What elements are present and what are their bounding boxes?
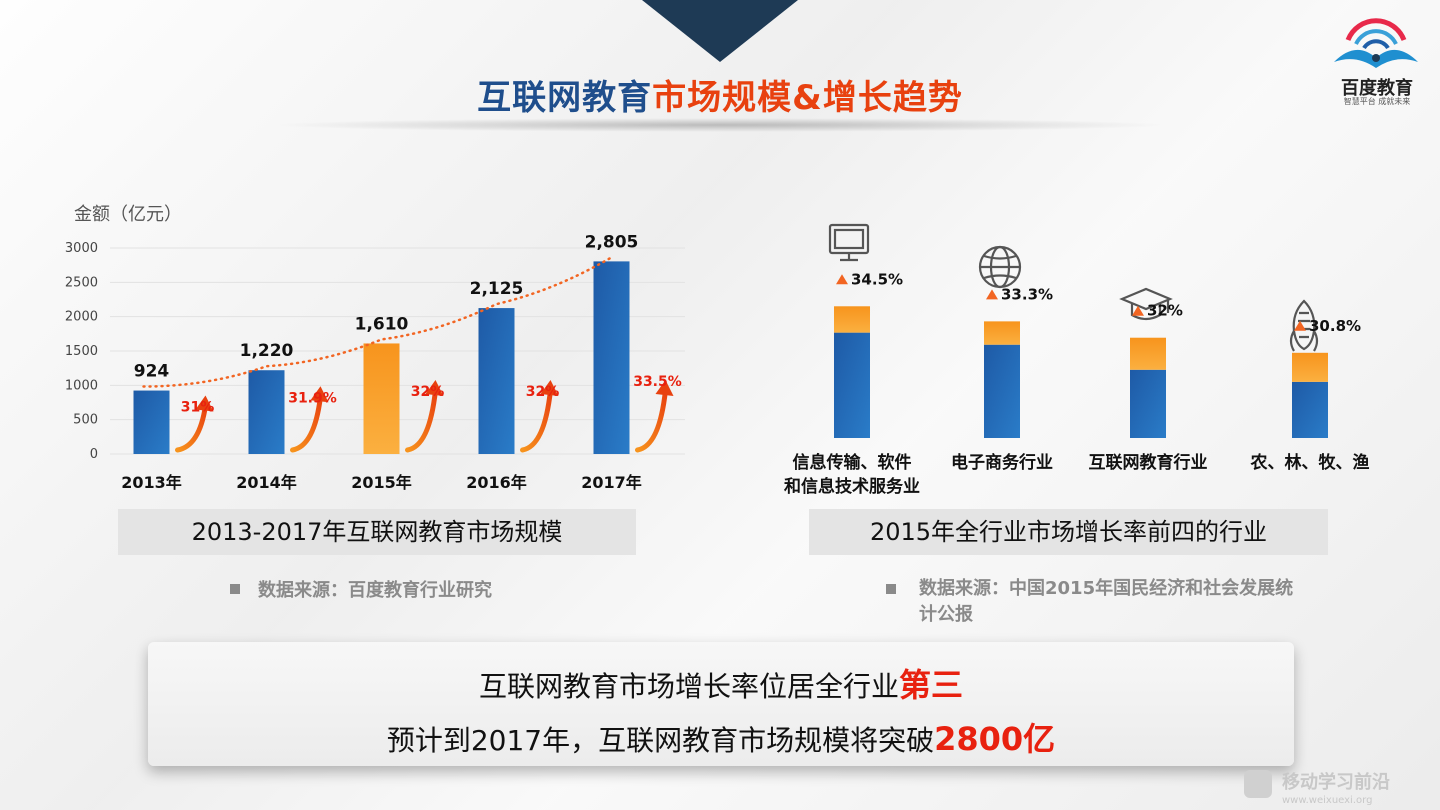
bar-value-label: 2,805 [585, 232, 639, 252]
category-label: 农、林、牧、渔 [1250, 452, 1370, 473]
summary-line-2-highlight: 2800亿 [934, 720, 1056, 758]
baidu-education-logo [1334, 18, 1418, 68]
bar-segment-blue [1292, 381, 1328, 438]
watermark: 移动学习前沿 www.weixuexi.org [1244, 770, 1390, 806]
summary-line-2-text: 预计到2017年，互联网教育市场规模将突破 [386, 724, 935, 757]
x-tick-label: 2013年 [121, 473, 182, 492]
growth-arrow-head-icon [195, 395, 214, 412]
x-tick-label: 2017年 [581, 473, 642, 492]
growth-arrow-icon [520, 387, 553, 453]
bar-value-label: 1,610 [355, 314, 409, 334]
category-label: 和信息技术服务业 [784, 476, 920, 497]
globe-icon [978, 245, 1022, 289]
growth-arrow-head-icon [655, 380, 674, 396]
page-title: 互联网教育市场规模&增长趋势 [0, 70, 1440, 119]
summary-line-1-highlight: 第三 [899, 666, 964, 704]
bar-segment-blue [834, 332, 870, 438]
y-tick-label: 0 [90, 447, 98, 462]
growth-rate-label: 33.3% [1001, 285, 1053, 303]
x-tick-label: 2016年 [466, 473, 527, 492]
y-tick-label: 500 [73, 413, 98, 428]
summary-line-1: 互联网教育市场增长率位居全行业第三 [148, 660, 1294, 706]
growth-arrow-head-icon [540, 380, 559, 396]
bar [593, 261, 630, 454]
summary-line-1-text: 互联网教育市场增长率位居全行业 [478, 670, 899, 703]
y-tick-label: 3000 [65, 241, 98, 256]
watermark-logo-icon [1244, 770, 1272, 798]
computer-monitor-icon [828, 223, 870, 262]
growth-rate-label: 31.9% [288, 390, 337, 406]
bar-segment-orange [834, 306, 870, 333]
right-source-text: 数据来源：中国2015年国民经济和社会发展统计公报 [919, 578, 1294, 625]
summary-line-2: 预计到2017年，互联网教育市场规模将突破2800亿 [148, 714, 1294, 760]
title-part-2: 市场规模&增长趋势 [652, 78, 963, 118]
title-shadow [270, 118, 1170, 132]
x-tick-label: 2015年 [351, 473, 412, 492]
growth-rate-label: 34.5% [851, 270, 903, 288]
title-part-1: 互联网教育 [477, 78, 653, 118]
up-triangle-icon [1132, 305, 1144, 316]
bar-value-label: 2,125 [470, 279, 524, 299]
growth-rate-label: 30.8% [1309, 317, 1361, 335]
growth-arrow-icon [635, 387, 668, 453]
corn-icon [1289, 299, 1319, 352]
y-tick-label: 2500 [65, 275, 98, 290]
bar [133, 390, 170, 454]
growth-arrow-icon [405, 387, 438, 453]
up-triangle-icon [1294, 320, 1306, 331]
x-tick-label: 2014年 [236, 473, 297, 492]
up-triangle-icon [986, 289, 998, 300]
y-tick-label: 2000 [65, 310, 98, 325]
bullet-square-icon [886, 584, 896, 594]
bullet-square-icon [230, 584, 240, 594]
growth-rate-label: 32% [526, 384, 560, 400]
bar [248, 370, 285, 454]
bar-value-label: 1,220 [240, 341, 294, 361]
y-axis-label: 金额（亿元） [74, 204, 182, 225]
right-chart-caption: 2015年全行业市场增长率前四的行业 [809, 509, 1328, 555]
category-label: 信息传输、软件 [793, 452, 912, 473]
bar-segment-orange [984, 321, 1020, 345]
y-tick-label: 1500 [65, 344, 98, 359]
bar-segment-orange [1130, 337, 1166, 370]
logo-slogan: 智慧平台 成就未来 [1343, 97, 1411, 106]
growth-arrow-head-icon [425, 380, 444, 396]
growth-rate-label: 32% [411, 384, 445, 400]
left-data-source: 数据来源：百度教育行业研究 [230, 576, 492, 602]
left-source-text: 数据来源：百度教育行业研究 [258, 580, 492, 601]
market-size-chart: 金额（亿元） 0 500 1000 1500 2000 2500 3000 924 2013年… [65, 204, 685, 492]
watermark-text: 移动学习前沿 [1282, 771, 1390, 793]
growth-arrow-head-icon [310, 386, 329, 403]
growth-rate-label: 32% [1147, 302, 1183, 320]
category-label: 互联网教育行业 [1089, 452, 1208, 473]
growth-rate-label: 31% [181, 399, 215, 415]
bar-segment-blue [1130, 369, 1166, 438]
bar-segment-orange [1292, 352, 1328, 382]
up-triangle-icon [836, 274, 848, 285]
bar-value-label: 924 [134, 362, 170, 382]
logo-name: 百度教育 [1341, 78, 1413, 99]
right-data-source: 数据来源：中国2015年国民经济和社会发展统计公报 [886, 576, 1306, 628]
bar [363, 343, 400, 454]
left-chart-caption: 2013-2017年互联网教育市场规模 [118, 509, 636, 555]
growth-arrow-icon [175, 402, 208, 453]
bar [478, 308, 515, 454]
watermark-url: www.weixuexi.org [1282, 795, 1372, 806]
top-wedge-decoration [642, 0, 798, 62]
summary-panel: 互联网教育市场增长率位居全行业第三 预计到2017年，互联网教育市场规模将突破2… [148, 642, 1294, 766]
y-tick-label: 1000 [65, 378, 98, 393]
bar-segment-blue [984, 344, 1020, 438]
growth-rate-label: 33.5% [633, 374, 682, 390]
growth-arrow-icon [290, 393, 323, 453]
graduation-cap-icon [1119, 287, 1173, 321]
trend-line [142, 256, 613, 388]
category-label: 电子商务行业 [951, 452, 1053, 473]
